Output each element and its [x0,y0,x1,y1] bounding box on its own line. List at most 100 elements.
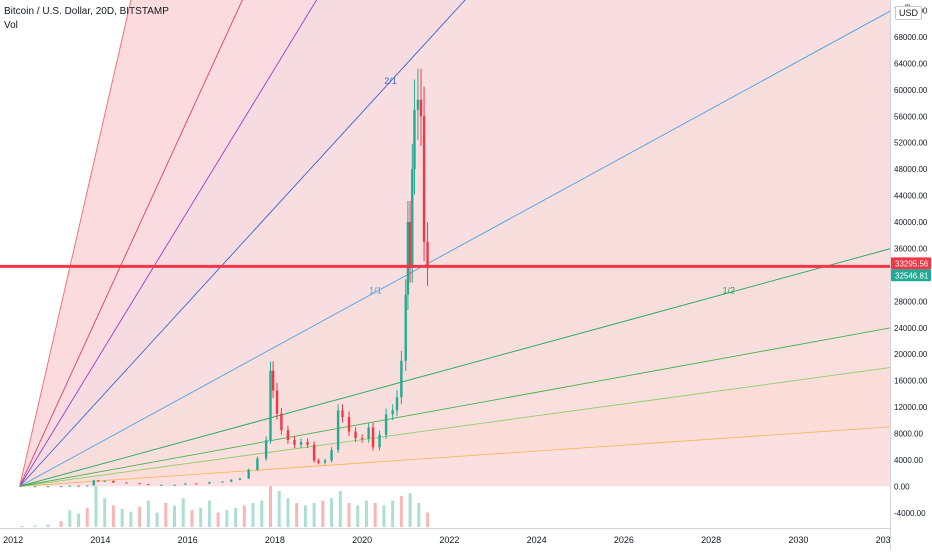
x-tick-label: 2024 [527,535,547,545]
gann-fan-label: 1/2 [723,285,736,295]
price-candle [419,99,423,117]
volume-bar [199,507,203,527]
price-candle [411,169,414,265]
price-candle [46,486,50,488]
volume-bar [68,510,72,527]
price-candle [395,397,399,411]
y-tick-label: 12000.00 [894,403,928,412]
volume-bar [85,507,89,527]
price-candle [221,481,224,483]
currency-badge[interactable]: USD [894,6,922,20]
volume-bar [286,498,290,527]
volume-bar [207,500,211,527]
volume-bar [59,521,63,527]
price-label-box [891,257,931,270]
price-candle [406,222,410,295]
price-candle [378,434,381,448]
price-candle [96,480,100,482]
price-candle [408,222,412,265]
price-candle [256,458,259,470]
volume-bar [216,512,220,527]
price-candle [112,480,115,483]
gann-fan-label: 2/1 [384,76,397,86]
volume-bar [77,513,81,527]
price-candle [347,416,351,432]
price-candle [422,116,426,242]
x-tick-label: 2020 [352,535,372,545]
price-label: 32546.81 [895,271,929,280]
price-candle [426,241,429,269]
price-candle [147,484,150,486]
y-tick-label: 24000.00 [894,324,928,333]
volume-bar [312,503,316,527]
volume-bar [146,500,150,527]
price-candle [173,484,176,486]
volume-bar [155,512,159,527]
x-tick-label: 2016 [178,535,198,545]
y-tick-label: 56000.00 [894,112,928,121]
price-candle [367,427,370,439]
price-candle [208,482,211,484]
y-tick-label: 36000.00 [894,244,928,253]
gann-fan-line [19,327,890,487]
gann-fan-line [19,10,890,487]
x-tick-label: 2018 [265,535,285,545]
price-candle [33,486,37,488]
price-candle [371,427,375,448]
volume-bar [330,498,334,527]
x-tick-label: 2012 [3,535,23,545]
y-tick-label: 60000.00 [894,86,928,95]
volume-bar [426,512,430,527]
gann-fan-line [19,426,890,487]
y-tick-label: 0.00 [894,482,910,491]
price-candle [293,440,296,445]
x-tick-label: 2014 [90,535,110,545]
y-tick-label: 44000.00 [894,192,928,201]
volume-bar [364,500,368,527]
volume-bar [46,524,50,527]
y-tick-label: 68000.00 [894,33,928,42]
chart-title: Bitcoin / U.S. Dollar, 20D, BITSTAMP [4,6,169,17]
price-candle [184,483,187,485]
price-candle [195,483,198,485]
volume-bar [138,506,142,527]
price-candle [68,485,72,487]
volume-bar [321,500,325,527]
volume-bar [225,510,229,527]
volume-bar [181,498,185,527]
y-tick-label: 40000.00 [894,218,928,227]
volume-bar [373,503,377,527]
price-candle [404,294,407,361]
price-candle [330,450,333,461]
volume-bar [303,505,307,527]
volume-bar [417,503,421,527]
volume-bar [382,505,386,527]
price-candle [312,444,316,461]
gann-fan-zone [19,0,890,487]
price-candle [354,431,357,439]
volume-bar [190,510,194,527]
price-candle [238,478,242,480]
price-label-box [891,269,931,282]
price-candle [160,484,163,486]
price-candle [384,414,388,435]
volume-bar [173,505,177,527]
plot-area: 1/81/41/31/21/12/13/14/18/1 [0,0,890,527]
volume-bar [277,491,281,527]
y-tick-label: 16000.00 [894,377,928,386]
volume-bar [103,498,107,527]
price-candle [360,438,364,440]
price-candle [280,413,283,431]
y-tick-label: 48000.00 [894,165,928,174]
price-candle [299,442,303,445]
volume-bar [20,526,24,527]
volume-bar [391,500,395,527]
volume-bar [260,500,264,527]
volume-bar [242,505,246,527]
volume-bar [251,503,255,527]
gann-fan-line [19,367,890,487]
x-tick-label: 2032 [876,535,896,545]
price-candle [77,485,80,487]
